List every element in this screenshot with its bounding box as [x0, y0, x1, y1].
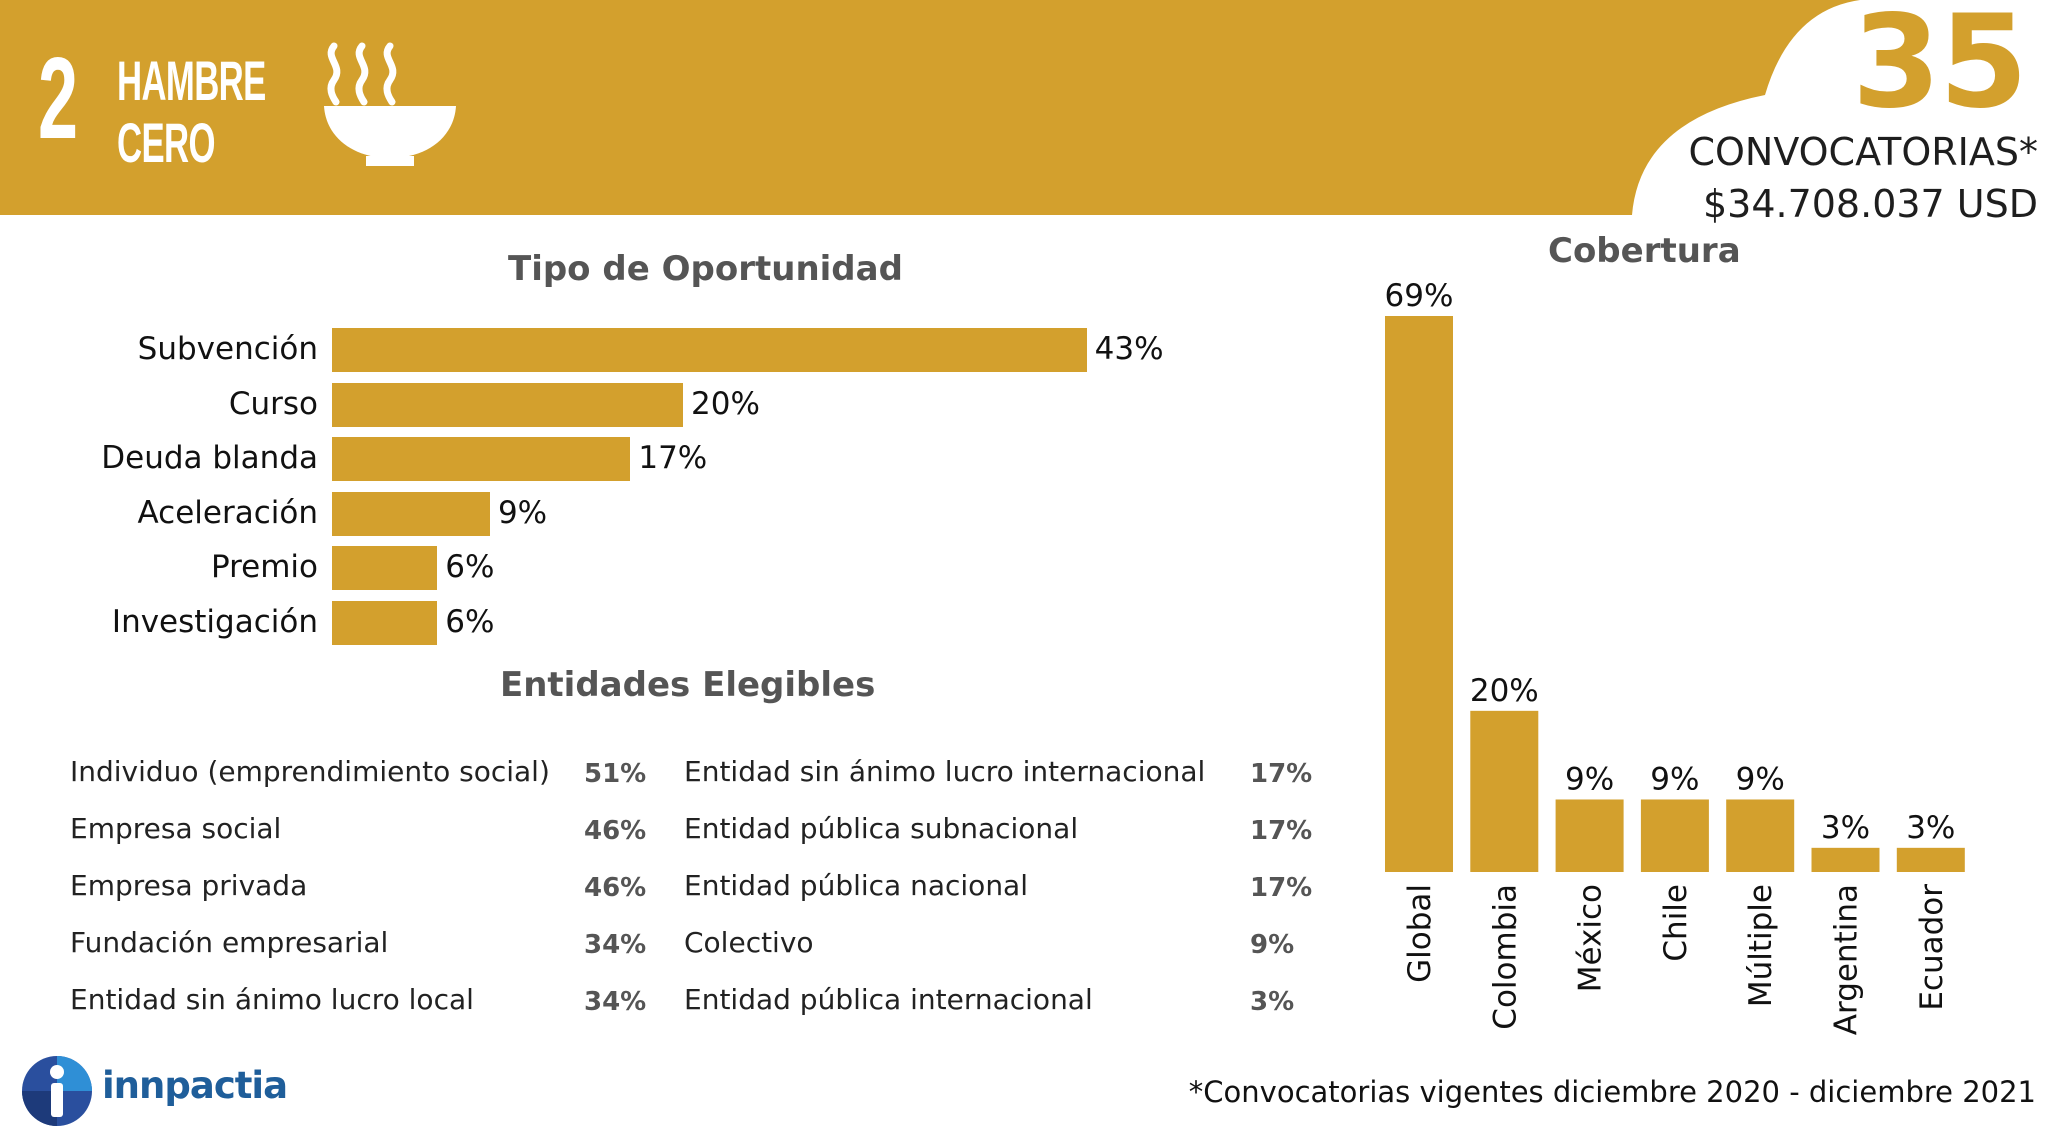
entity-label: Entidad pública internacional: [684, 983, 1093, 1016]
opportunity-bar: [332, 491, 490, 536]
opportunity-category-label: Premio: [210, 549, 318, 585]
coverage-value-label: 3%: [1821, 810, 1870, 846]
coverage-bar: [1470, 710, 1539, 872]
coverage-bar: [1726, 799, 1795, 872]
coverage-category-label: Global: [1402, 884, 1438, 983]
coverage-value-label: 3%: [1906, 810, 1955, 846]
coverage-value-label: 69%: [1385, 278, 1454, 314]
footnote: *Convocatorias vigentes diciembre 2020 -…: [1188, 1075, 2036, 1109]
opportunity-category-label: Curso: [228, 385, 318, 422]
entity-label: Entidad pública subnacional: [684, 812, 1079, 845]
entity-percentage: 17%: [1250, 759, 1313, 789]
coverage-bar: [1640, 799, 1709, 872]
opportunity-value-label: 43%: [1094, 331, 1164, 367]
entity-label: Colectivo: [684, 926, 814, 959]
opportunity-value-label: 17%: [638, 440, 708, 476]
entity-percentage: 51%: [584, 759, 647, 789]
entity-percentage: 17%: [1250, 873, 1313, 903]
opportunity-category-label: Subvención: [137, 331, 318, 367]
entity-label: Entidad sin ánimo lucro local: [70, 983, 474, 1016]
opportunity-value-label: 6%: [445, 603, 495, 640]
opportunity-bar: [332, 382, 683, 427]
entity-label: Empresa social: [70, 812, 282, 845]
calls-count-label: CONVOCATORIAS*: [1688, 130, 2038, 174]
entity-percentage: 34%: [584, 930, 647, 960]
sdg-title-line2: CERO: [117, 111, 215, 174]
coverage-bar: [1896, 847, 1965, 872]
coverage-category-label: México: [1573, 884, 1609, 992]
entity-label: Fundación empresarial: [70, 926, 389, 959]
entity-percentage: 9%: [1250, 930, 1295, 960]
entity-percentage: 34%: [584, 987, 647, 1017]
opportunity-value-label: 20%: [691, 385, 760, 422]
coverage-value-label: 9%: [1565, 761, 1614, 797]
calls-count: 35: [1851, 0, 2028, 137]
coverage-category-label: Argentina: [1829, 884, 1865, 1035]
entity-label: Individuo (emprendimiento social): [70, 755, 550, 788]
opportunity-bar: [332, 328, 1087, 372]
opportunity-value-label: 6%: [445, 549, 495, 585]
sdg-title-line1: HAMBRE: [117, 49, 266, 112]
coverage-value-label: 20%: [1470, 673, 1539, 709]
opportunity-category-label: Investigación: [111, 603, 318, 640]
entity-percentage: 17%: [1250, 816, 1313, 846]
coverage-bar: [1555, 799, 1624, 872]
coverage-value-label: 9%: [1650, 761, 1699, 797]
eligible-entities-title: Entidades Elegibles: [500, 665, 876, 705]
soup-bowl-icon: [324, 42, 456, 166]
opportunity-bar: [332, 546, 438, 590]
entity-percentage: 3%: [1250, 987, 1295, 1017]
total-amount: $34.708.037 USD: [1702, 182, 2038, 226]
opportunity-value-label: 9%: [497, 494, 548, 531]
coverage-chart: 69% Global 20% Colombia 9% México 9% Chile 9% Múl…: [1385, 278, 1965, 1035]
coverage-category-label: Múltiple: [1743, 884, 1779, 1007]
opportunity-bar: [332, 600, 438, 645]
opportunity-category-label: Deuda blanda: [101, 440, 318, 476]
entity-label: Empresa privada: [70, 869, 308, 902]
opportunity-type-title: Tipo de Oportunidad: [508, 249, 903, 289]
coverage-bar: [1385, 316, 1453, 872]
entity-label: Entidad sin ánimo lucro internacional: [684, 755, 1206, 788]
entity-label: Entidad pública nacional: [684, 869, 1028, 902]
summary-corner-shape: [1632, 0, 2048, 250]
entity-percentage: 46%: [584, 873, 647, 903]
coverage-category-label: Colombia: [1487, 884, 1523, 1030]
coverage-category-label: Ecuador: [1914, 884, 1950, 1011]
innpactia-logo-icon: [22, 1056, 92, 1126]
opportunity-category-label: Aceleración: [137, 494, 318, 531]
coverage-value-label: 9%: [1736, 761, 1785, 797]
coverage-title: Cobertura: [1548, 231, 1741, 271]
coverage-bar: [1811, 847, 1880, 872]
innpactia-logo-text: innpactia: [102, 1064, 288, 1107]
opportunity-bar: [332, 437, 631, 481]
sdg-number: 2: [38, 33, 78, 163]
coverage-category-label: Chile: [1658, 884, 1694, 962]
entity-percentage: 46%: [584, 816, 647, 846]
